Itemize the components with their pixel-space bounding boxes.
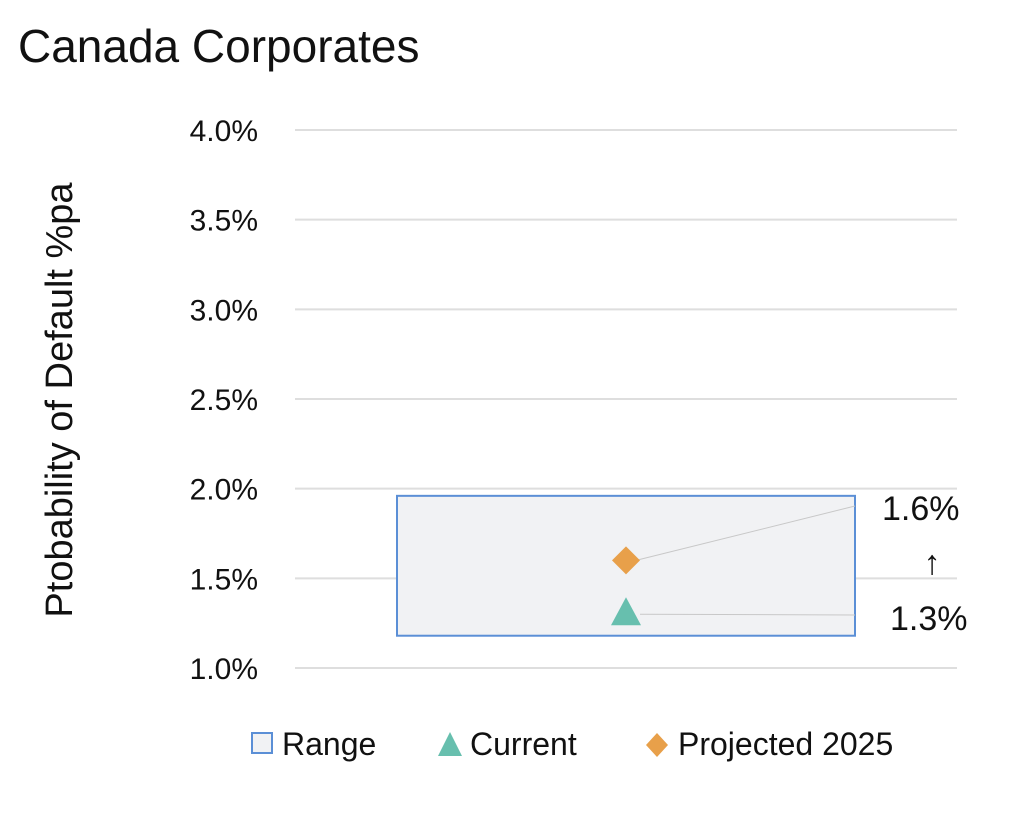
y-tick-label: 2.0% — [190, 474, 258, 507]
y-axis-label: Ptobability of Default %pa — [39, 182, 81, 618]
legend-projected-label: Projected 2025 — [678, 726, 893, 762]
y-tick-label: 3.5% — [190, 205, 258, 238]
y-tick-label: 1.5% — [190, 563, 258, 596]
legend-current-swatch — [438, 732, 462, 756]
leader-line-current — [639, 613, 856, 616]
legend-projected-swatch — [646, 733, 668, 757]
legend-current-label: Current — [470, 726, 577, 762]
legend-range-swatch — [251, 732, 273, 754]
y-tick-label: 3.0% — [190, 294, 258, 327]
y-tick-label: 4.0% — [190, 115, 258, 148]
y-tick-label: 1.0% — [190, 653, 258, 686]
leader-line-projected — [635, 505, 856, 561]
chart-title: Canada Corporates — [18, 20, 419, 72]
data-label-current: 1.3% — [890, 600, 968, 638]
legend: Range Current Projected 2025 — [251, 726, 893, 762]
y-tick-labels: 4.0% 3.5% 3.0% 2.5% 2.0% 1.5% 1.0% — [190, 115, 258, 686]
marker-projected-2025 — [612, 546, 640, 575]
y-tick-label: 2.5% — [190, 384, 258, 417]
data-label-projected: 1.6% — [882, 490, 960, 528]
marker-current — [611, 597, 641, 626]
change-arrow-icon: ↑ — [924, 544, 941, 582]
chart-marks — [396, 494, 856, 637]
legend-range-label: Range — [282, 726, 376, 762]
